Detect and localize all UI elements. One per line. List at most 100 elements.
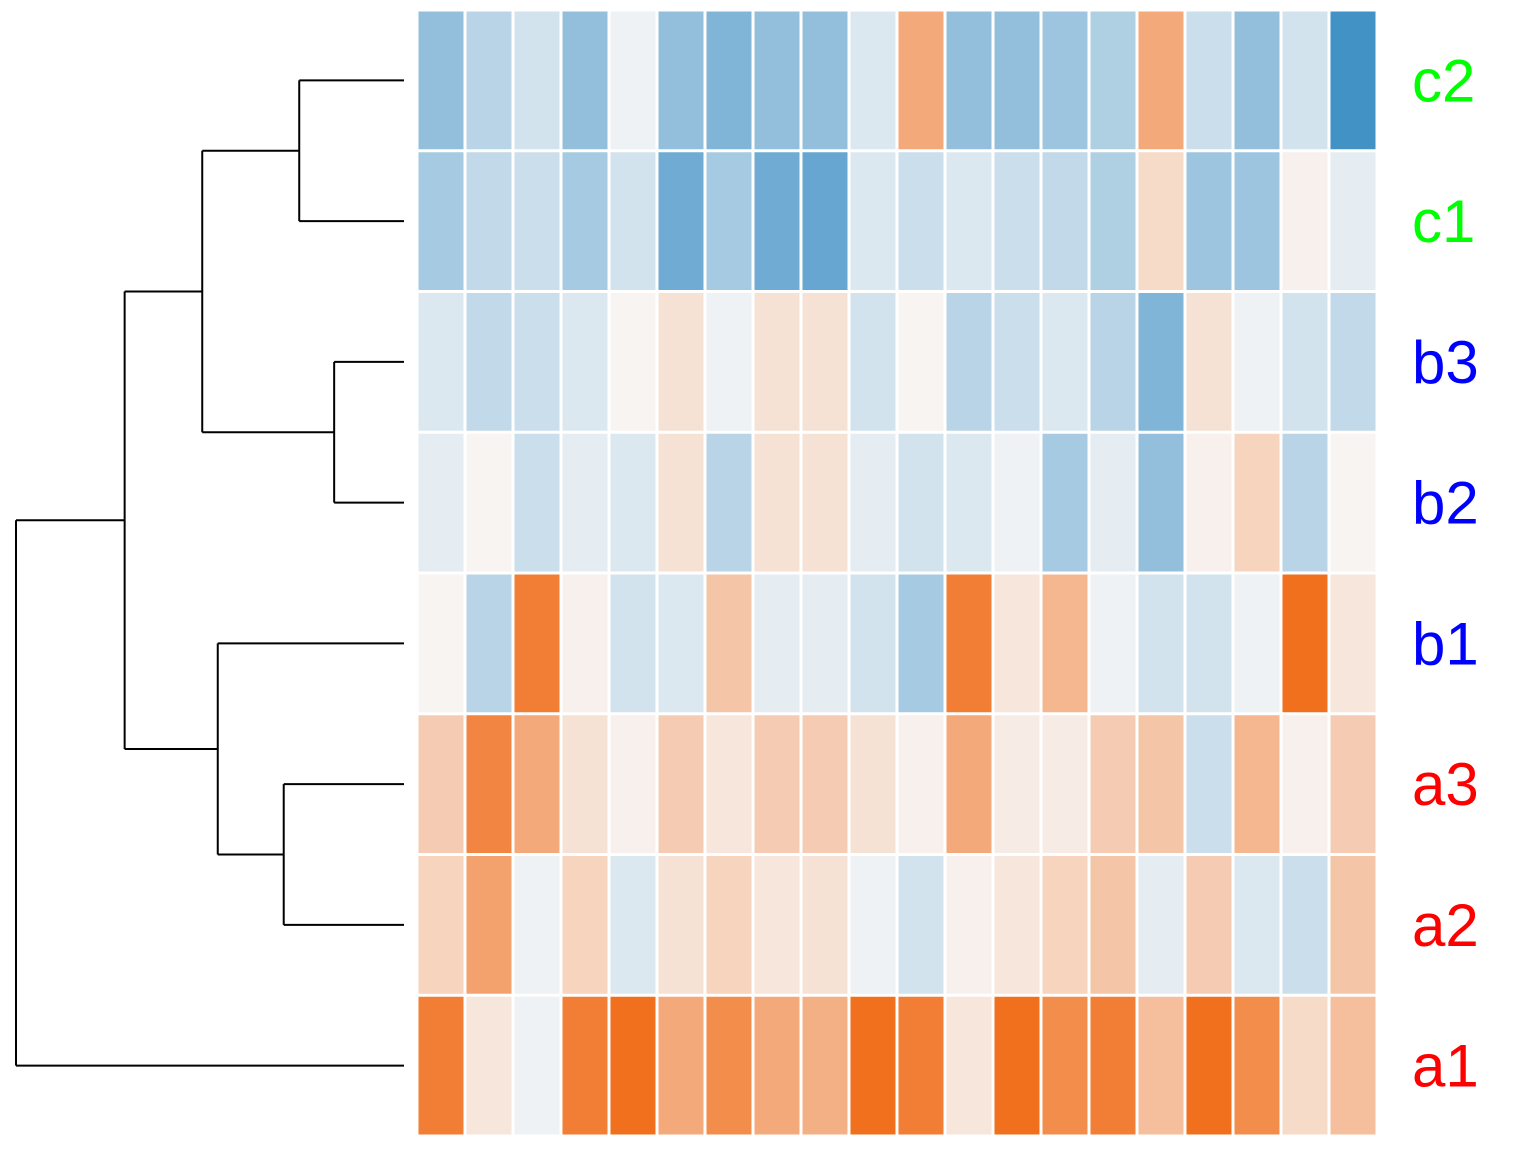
heatmap-cell-a1-8	[754, 996, 800, 1135]
heatmap-cell-c2-18	[1234, 11, 1280, 150]
heatmap-cell-b2-3	[514, 433, 560, 572]
heatmap-cell-c2-16	[1138, 11, 1184, 150]
heatmap-cell-a1-18	[1234, 996, 1280, 1135]
heatmap-cell-a3-10	[850, 715, 896, 853]
heatmap-cell-b2-13	[994, 433, 1040, 572]
heatmap-cell-c1-2	[466, 152, 512, 290]
heatmap-cell-c2-2	[466, 11, 512, 150]
heatmap-cell-c1-1	[418, 152, 464, 290]
heatmap-cell-b1-7	[706, 574, 752, 713]
row-labels: c2 c1 b3 b2 b1 a3 a2 a1	[1412, 47, 1479, 1099]
heatmap-cell-b3-2	[466, 293, 512, 431]
heatmap-cell-b3-17	[1186, 293, 1232, 431]
heatmap-cell-b1-5	[610, 574, 656, 713]
heatmap-cell-a2-17	[1186, 856, 1232, 994]
heatmap-cell-c1-18	[1234, 152, 1280, 290]
heatmap-cell-a1-5	[610, 996, 656, 1135]
row-label-b1: b1	[1412, 610, 1479, 677]
heatmap-cell-b1-8	[754, 574, 800, 713]
heatmap-cell-b3-5	[610, 293, 656, 431]
heatmap-cell-b3-14	[1042, 293, 1088, 431]
heatmap-cell-c2-15	[1090, 11, 1136, 150]
heatmap-cell-c1-16	[1138, 152, 1184, 290]
heatmap-cell-c2-1	[418, 11, 464, 150]
heatmap-cell-a3-14	[1042, 715, 1088, 853]
heatmap-cell-a2-15	[1090, 856, 1136, 994]
heatmap-cell-b2-7	[706, 433, 752, 572]
heatmap-cell-c2-3	[514, 11, 560, 150]
heatmap-cell-a3-15	[1090, 715, 1136, 853]
row-label-b3: b3	[1412, 329, 1479, 396]
heatmap-cell-b3-9	[802, 293, 848, 431]
heatmap-cell-a3-7	[706, 715, 752, 853]
heatmap-cell-a3-20	[1330, 715, 1376, 853]
heatmap-cell-b1-12	[946, 574, 992, 713]
heatmap-cell-c2-5	[610, 11, 656, 150]
row-label-c2: c2	[1412, 47, 1475, 114]
heatmap-cell-b1-16	[1138, 574, 1184, 713]
heatmap-cell-c1-5	[610, 152, 656, 290]
heatmap-cell-c2-7	[706, 11, 752, 150]
heatmap-cell-b1-20	[1330, 574, 1376, 713]
row-label-a2: a2	[1412, 892, 1479, 959]
heatmap-cell-b1-6	[658, 574, 704, 713]
heatmap-cell-b1-13	[994, 574, 1040, 713]
heatmap-cell-a2-20	[1330, 856, 1376, 994]
heatmap-cell-c1-7	[706, 152, 752, 290]
heatmap-cell-b1-19	[1282, 574, 1328, 713]
heatmap-cell-a3-17	[1186, 715, 1232, 853]
heatmap-cell-c1-4	[562, 152, 608, 290]
heatmap-cell-b1-10	[850, 574, 896, 713]
heatmap-cell-a3-4	[562, 715, 608, 853]
heatmap-cell-b3-20	[1330, 293, 1376, 431]
heatmap-cell-b1-15	[1090, 574, 1136, 713]
heatmap-cell-b1-18	[1234, 574, 1280, 713]
heatmap-cell-a1-3	[514, 996, 560, 1135]
heatmap-cell-b3-8	[754, 293, 800, 431]
heatmap-cell-b2-6	[658, 433, 704, 572]
heatmap-cell-b1-11	[898, 574, 944, 713]
heatmap-cell-b1-4	[562, 574, 608, 713]
heatmap-cell-a1-19	[1282, 996, 1328, 1135]
heatmap-cell-a1-17	[1186, 996, 1232, 1135]
heatmap-cell-b3-4	[562, 293, 608, 431]
heatmap-cell-a3-16	[1138, 715, 1184, 853]
heatmap-cell-b2-8	[754, 433, 800, 572]
heatmap-cell-c1-17	[1186, 152, 1232, 290]
heatmap-cell-a1-14	[1042, 996, 1088, 1135]
heatmap-cell-c1-6	[658, 152, 704, 290]
heatmap-cell-a2-19	[1282, 856, 1328, 994]
heatmap-cell-a1-7	[706, 996, 752, 1135]
heatmap-cell-a1-13	[994, 996, 1040, 1135]
heatmap-cell-a1-16	[1138, 996, 1184, 1135]
heatmap-cell-a2-12	[946, 856, 992, 994]
heatmap-cell-a1-6	[658, 996, 704, 1135]
heatmap-cell-a3-13	[994, 715, 1040, 853]
heatmap-cell-c2-20	[1330, 11, 1376, 150]
heatmap-cell-c1-3	[514, 152, 560, 290]
heatmap-cell-c2-6	[658, 11, 704, 150]
row-dendrogram	[15, 79, 404, 1067]
heatmap-cell-c2-9	[802, 11, 848, 150]
heatmap-cell-a2-18	[1234, 856, 1280, 994]
heatmap-cell-b2-19	[1282, 433, 1328, 572]
heatmap-cell-b1-3	[514, 574, 560, 713]
row-label-a1: a1	[1412, 1033, 1479, 1100]
heatmap-cell-a1-9	[802, 996, 848, 1135]
heatmap-cell-b3-19	[1282, 293, 1328, 431]
row-label-c1: c1	[1412, 188, 1475, 255]
heatmap-cell-b2-12	[946, 433, 992, 572]
heatmap-cell-b3-10	[850, 293, 896, 431]
heatmap-cell-a1-10	[850, 996, 896, 1135]
heatmap-cell-a2-10	[850, 856, 896, 994]
heatmap-cell-b3-18	[1234, 293, 1280, 431]
heatmap-cell-a3-18	[1234, 715, 1280, 853]
heatmap-cell-b2-9	[802, 433, 848, 572]
heatmap-cell-b1-1	[418, 574, 464, 713]
heatmap-cell-a2-7	[706, 856, 752, 994]
heatmap-cell-b3-15	[1090, 293, 1136, 431]
heatmap-cell-b2-11	[898, 433, 944, 572]
heatmap-cell-a2-5	[610, 856, 656, 994]
heatmap-cell-a2-9	[802, 856, 848, 994]
